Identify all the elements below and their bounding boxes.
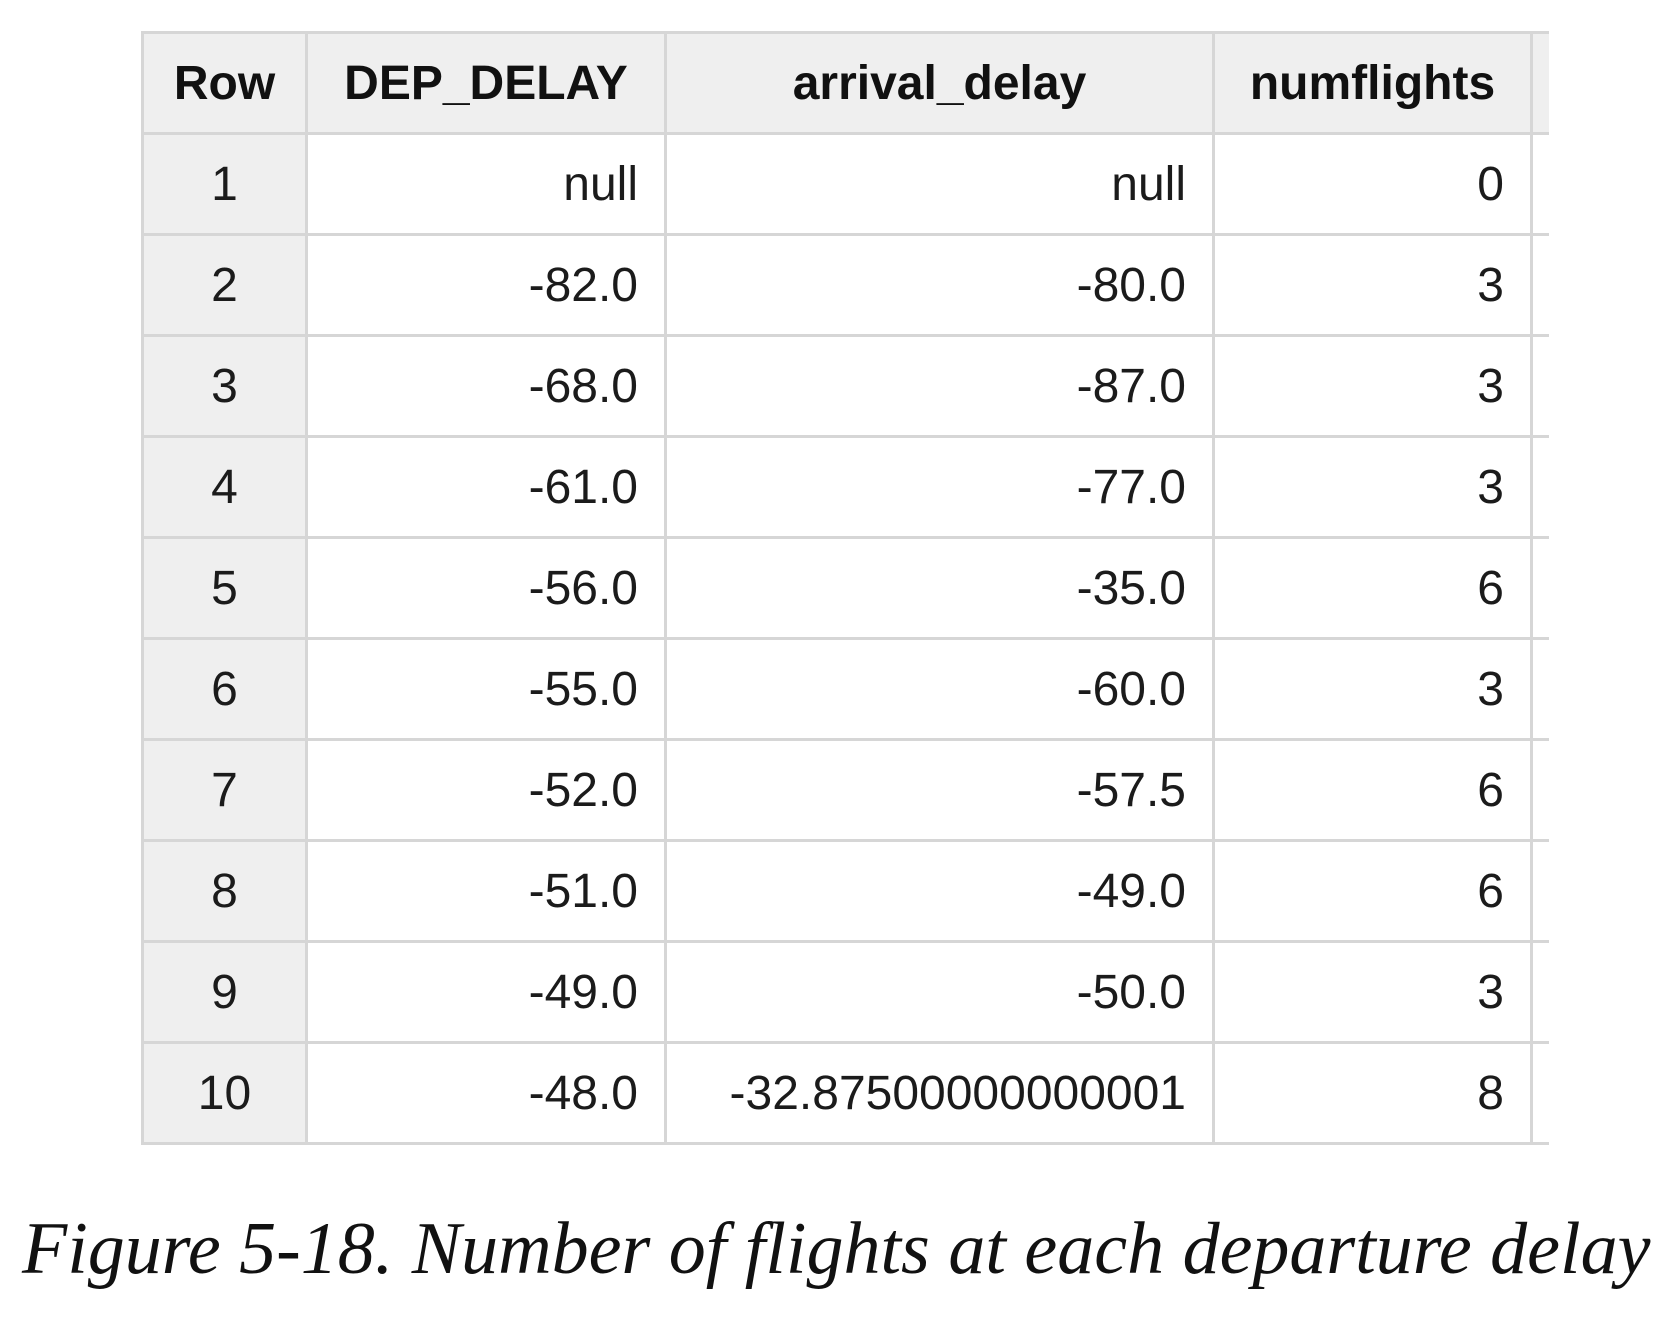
table-row: 7 -52.0 -57.5 6: [141, 738, 1549, 842]
overflow-cell: [1530, 435, 1549, 539]
dep-delay-cell: -51.0: [305, 839, 667, 943]
column-header-arrival-delay[interactable]: arrival_delay: [664, 31, 1215, 135]
row-number-cell: 8: [141, 839, 308, 943]
dep-delay-cell: -56.0: [305, 536, 667, 640]
row-number-cell: 2: [141, 233, 308, 337]
table-row: 10 -48.0 -32.87500000000001 8: [141, 1041, 1549, 1145]
dep-delay-cell: -49.0: [305, 940, 667, 1044]
arrival-delay-cell: -60.0: [664, 637, 1215, 741]
table-row: 5 -56.0 -35.0 6: [141, 536, 1549, 640]
overflow-cell: [1530, 1041, 1549, 1145]
overflow-cell: [1530, 738, 1549, 842]
dep-delay-cell: -82.0: [305, 233, 667, 337]
numflights-cell: 3: [1212, 334, 1533, 438]
numflights-cell: 3: [1212, 435, 1533, 539]
arrival-delay-cell: null: [664, 132, 1215, 236]
header-row: Row DEP_DELAY arrival_delay numflights: [141, 31, 1549, 135]
dep-delay-cell: -68.0: [305, 334, 667, 438]
numflights-cell: 0: [1212, 132, 1533, 236]
column-header-dep-delay[interactable]: DEP_DELAY: [305, 31, 667, 135]
column-header-numflights[interactable]: numflights: [1212, 31, 1533, 135]
table-row: 9 -49.0 -50.0 3: [141, 940, 1549, 1044]
table-row: 1 null null 0: [141, 132, 1549, 236]
arrival-delay-cell: -57.5: [664, 738, 1215, 842]
numflights-cell: 6: [1212, 536, 1533, 640]
dep-delay-cell: -52.0: [305, 738, 667, 842]
overflow-cell: [1530, 132, 1549, 236]
arrival-delay-cell: -80.0: [664, 233, 1215, 337]
overflow-cell: [1530, 536, 1549, 640]
numflights-cell: 3: [1212, 233, 1533, 337]
overflow-cell: [1530, 940, 1549, 1044]
row-number-cell: 1: [141, 132, 308, 236]
overflow-cell: [1530, 233, 1549, 337]
row-number-cell: 4: [141, 435, 308, 539]
column-header-overflow: [1530, 31, 1549, 135]
row-number-cell: 5: [141, 536, 308, 640]
dep-delay-cell: -61.0: [305, 435, 667, 539]
arrival-delay-cell: -49.0: [664, 839, 1215, 943]
figure-caption: Figure 5-18. Number of flights at each d…: [22, 1208, 1651, 1290]
arrival-delay-cell: -77.0: [664, 435, 1215, 539]
arrival-delay-cell: -50.0: [664, 940, 1215, 1044]
arrival-delay-cell: -87.0: [664, 334, 1215, 438]
table-row: 4 -61.0 -77.0 3: [141, 435, 1549, 539]
results-table-container: Row DEP_DELAY arrival_delay numflights 1…: [141, 31, 1549, 1180]
arrival-delay-cell: -35.0: [664, 536, 1215, 640]
numflights-cell: 6: [1212, 738, 1533, 842]
row-number-cell: 6: [141, 637, 308, 741]
overflow-cell: [1530, 637, 1549, 741]
dep-delay-cell: -55.0: [305, 637, 667, 741]
row-number-cell: 10: [141, 1041, 308, 1145]
overflow-cell: [1530, 334, 1549, 438]
table-row: 3 -68.0 -87.0 3: [141, 334, 1549, 438]
table-row: 2 -82.0 -80.0 3: [141, 233, 1549, 337]
table-row: 8 -51.0 -49.0 6: [141, 839, 1549, 943]
arrival-delay-cell: -32.87500000000001: [664, 1041, 1215, 1145]
row-number-cell: 3: [141, 334, 308, 438]
column-header-row[interactable]: Row: [141, 31, 308, 135]
table-row: 6 -55.0 -60.0 3: [141, 637, 1549, 741]
numflights-cell: 6: [1212, 839, 1533, 943]
row-number-cell: 9: [141, 940, 308, 1044]
overflow-cell: [1530, 839, 1549, 943]
row-number-cell: 7: [141, 738, 308, 842]
dep-delay-cell: -48.0: [305, 1041, 667, 1145]
dep-delay-cell: null: [305, 132, 667, 236]
numflights-cell: 3: [1212, 637, 1533, 741]
numflights-cell: 8: [1212, 1041, 1533, 1145]
numflights-cell: 3: [1212, 940, 1533, 1044]
query-results-table: Row DEP_DELAY arrival_delay numflights 1…: [141, 31, 1549, 1145]
